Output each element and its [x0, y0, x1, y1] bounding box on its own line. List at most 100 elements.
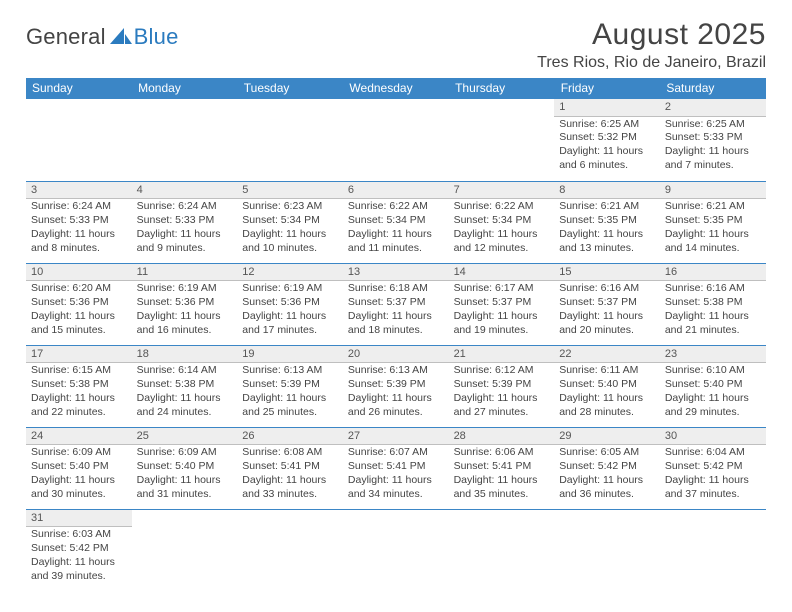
weekday-header: Monday [132, 78, 238, 99]
calendar-cell: 23Sunrise: 6:10 AMSunset: 5:40 PMDayligh… [660, 345, 766, 427]
calendar-cell: 30Sunrise: 6:04 AMSunset: 5:42 PMDayligh… [660, 427, 766, 509]
sunset-text: Sunset: 5:42 PM [31, 542, 127, 556]
weekday-header: Thursday [449, 78, 555, 99]
sunset-text: Sunset: 5:36 PM [137, 296, 233, 310]
weekday-header: Sunday [26, 78, 132, 99]
calendar-cell: 27Sunrise: 6:07 AMSunset: 5:41 PMDayligh… [343, 427, 449, 509]
day-number: 15 [554, 264, 660, 282]
day-number: 31 [26, 510, 132, 528]
day-number: 5 [237, 182, 343, 200]
weekday-header: Friday [554, 78, 660, 99]
daylight-line2: and 33 minutes. [242, 488, 338, 502]
day-details: Sunrise: 6:03 AMSunset: 5:42 PMDaylight:… [31, 528, 127, 583]
calendar-cell: 25Sunrise: 6:09 AMSunset: 5:40 PMDayligh… [132, 427, 238, 509]
daylight-line2: and 28 minutes. [559, 406, 655, 420]
day-number: 27 [343, 428, 449, 446]
daylight-line1: Daylight: 11 hours [137, 392, 233, 406]
sunrise-text: Sunrise: 6:16 AM [559, 282, 655, 296]
day-details: Sunrise: 6:09 AMSunset: 5:40 PMDaylight:… [31, 446, 127, 501]
sunset-text: Sunset: 5:38 PM [665, 296, 761, 310]
calendar-cell: 18Sunrise: 6:14 AMSunset: 5:38 PMDayligh… [132, 345, 238, 427]
day-number: 20 [343, 346, 449, 364]
sunset-text: Sunset: 5:33 PM [137, 214, 233, 228]
day-number: 6 [343, 182, 449, 200]
calendar-cell: 17Sunrise: 6:15 AMSunset: 5:38 PMDayligh… [26, 345, 132, 427]
daylight-line1: Daylight: 11 hours [454, 392, 550, 406]
calendar-cell: 13Sunrise: 6:18 AMSunset: 5:37 PMDayligh… [343, 263, 449, 345]
calendar-week-row: 31Sunrise: 6:03 AMSunset: 5:42 PMDayligh… [26, 509, 766, 591]
sunset-text: Sunset: 5:40 PM [559, 378, 655, 392]
sunset-text: Sunset: 5:33 PM [665, 131, 761, 145]
daylight-line1: Daylight: 11 hours [31, 556, 127, 570]
daylight-line1: Daylight: 11 hours [665, 228, 761, 242]
sunrise-text: Sunrise: 6:09 AM [31, 446, 127, 460]
day-number: 3 [26, 182, 132, 200]
sunset-text: Sunset: 5:42 PM [559, 460, 655, 474]
calendar-cell: 28Sunrise: 6:06 AMSunset: 5:41 PMDayligh… [449, 427, 555, 509]
calendar-cell: 21Sunrise: 6:12 AMSunset: 5:39 PMDayligh… [449, 345, 555, 427]
day-number: 29 [554, 428, 660, 446]
logo-text-2: Blue [134, 24, 179, 50]
sunset-text: Sunset: 5:39 PM [454, 378, 550, 392]
daylight-line1: Daylight: 11 hours [242, 310, 338, 324]
daylight-line1: Daylight: 11 hours [559, 145, 655, 159]
day-number: 8 [554, 182, 660, 200]
day-number: 2 [660, 99, 766, 117]
calendar-cell: 15Sunrise: 6:16 AMSunset: 5:37 PMDayligh… [554, 263, 660, 345]
weekday-header-row: Sunday Monday Tuesday Wednesday Thursday… [26, 78, 766, 99]
location: Tres Rios, Rio de Janeiro, Brazil [537, 54, 766, 72]
calendar-cell: 3Sunrise: 6:24 AMSunset: 5:33 PMDaylight… [26, 181, 132, 263]
title-block: August 2025 Tres Rios, Rio de Janeiro, B… [537, 18, 766, 72]
daylight-line2: and 14 minutes. [665, 242, 761, 256]
calendar-cell [132, 509, 238, 591]
day-number: 21 [449, 346, 555, 364]
sunset-text: Sunset: 5:37 PM [559, 296, 655, 310]
day-number: 1 [554, 99, 660, 117]
day-details: Sunrise: 6:25 AMSunset: 5:32 PMDaylight:… [559, 118, 655, 173]
sunset-text: Sunset: 5:40 PM [31, 460, 127, 474]
sunset-text: Sunset: 5:37 PM [454, 296, 550, 310]
calendar-table: Sunday Monday Tuesday Wednesday Thursday… [26, 78, 766, 591]
sunrise-text: Sunrise: 6:19 AM [137, 282, 233, 296]
calendar-week-row: 1Sunrise: 6:25 AMSunset: 5:32 PMDaylight… [26, 99, 766, 181]
day-number: 23 [660, 346, 766, 364]
daylight-line2: and 25 minutes. [242, 406, 338, 420]
daylight-line2: and 9 minutes. [137, 242, 233, 256]
daylight-line1: Daylight: 11 hours [665, 145, 761, 159]
weekday-header: Saturday [660, 78, 766, 99]
daylight-line2: and 34 minutes. [348, 488, 444, 502]
calendar-cell [660, 509, 766, 591]
daylight-line2: and 15 minutes. [31, 324, 127, 338]
day-details: Sunrise: 6:10 AMSunset: 5:40 PMDaylight:… [665, 364, 761, 419]
daylight-line2: and 7 minutes. [665, 159, 761, 173]
calendar-cell [132, 99, 238, 181]
daylight-line2: and 35 minutes. [454, 488, 550, 502]
daylight-line2: and 22 minutes. [31, 406, 127, 420]
daylight-line1: Daylight: 11 hours [31, 310, 127, 324]
month-title: August 2025 [537, 18, 766, 52]
sunset-text: Sunset: 5:33 PM [31, 214, 127, 228]
sunset-text: Sunset: 5:41 PM [348, 460, 444, 474]
calendar-week-row: 24Sunrise: 6:09 AMSunset: 5:40 PMDayligh… [26, 427, 766, 509]
sunset-text: Sunset: 5:37 PM [348, 296, 444, 310]
daylight-line1: Daylight: 11 hours [242, 474, 338, 488]
sunset-text: Sunset: 5:40 PM [665, 378, 761, 392]
sunset-text: Sunset: 5:38 PM [31, 378, 127, 392]
sunrise-text: Sunrise: 6:14 AM [137, 364, 233, 378]
sunrise-text: Sunrise: 6:20 AM [31, 282, 127, 296]
day-details: Sunrise: 6:25 AMSunset: 5:33 PMDaylight:… [665, 118, 761, 173]
daylight-line2: and 26 minutes. [348, 406, 444, 420]
day-details: Sunrise: 6:19 AMSunset: 5:36 PMDaylight:… [242, 282, 338, 337]
day-details: Sunrise: 6:11 AMSunset: 5:40 PMDaylight:… [559, 364, 655, 419]
daylight-line2: and 10 minutes. [242, 242, 338, 256]
daylight-line1: Daylight: 11 hours [559, 392, 655, 406]
daylight-line1: Daylight: 11 hours [348, 228, 444, 242]
daylight-line1: Daylight: 11 hours [559, 474, 655, 488]
calendar-cell: 5Sunrise: 6:23 AMSunset: 5:34 PMDaylight… [237, 181, 343, 263]
day-details: Sunrise: 6:21 AMSunset: 5:35 PMDaylight:… [559, 200, 655, 255]
sunset-text: Sunset: 5:32 PM [559, 131, 655, 145]
daylight-line1: Daylight: 11 hours [242, 392, 338, 406]
sunset-text: Sunset: 5:35 PM [559, 214, 655, 228]
calendar-cell [237, 99, 343, 181]
daylight-line2: and 24 minutes. [137, 406, 233, 420]
